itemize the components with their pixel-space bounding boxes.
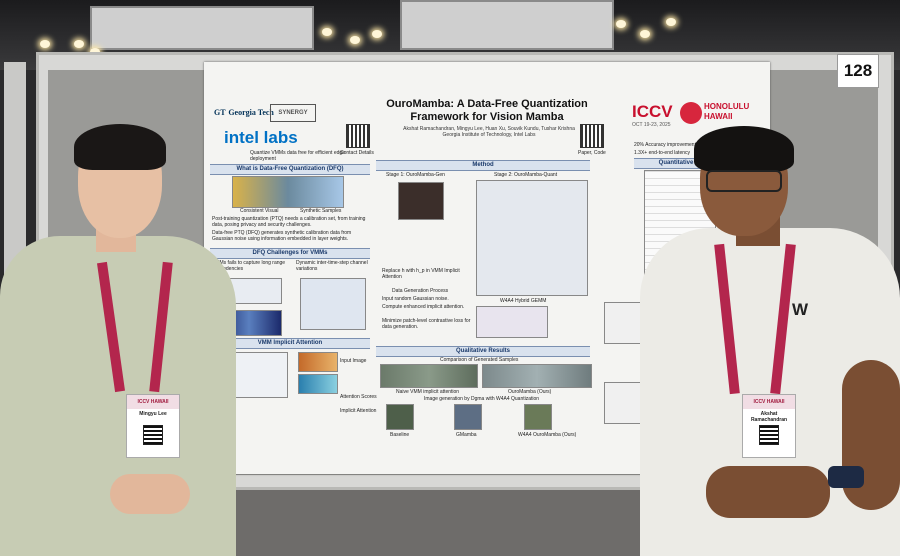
name-badge-left: ICCV HAWAII Mingyu Lee (126, 394, 180, 458)
badge-qr-code (143, 425, 163, 445)
conference-location: HONOLULU HAWAII (704, 102, 750, 121)
dfq-caption-left: Consistent Visual (240, 208, 279, 214)
wilson-shirt-logo: W (792, 300, 809, 319)
badge-event: ICCV HAWAII (127, 395, 179, 409)
gen-sample-w4a4 (524, 404, 552, 430)
dfq-bullet-1: Post-training quantization (PTQ) needs a… (212, 216, 366, 228)
dfq-bullet-2: Data-free PTQ (DFQ) generates synthetic … (212, 230, 352, 242)
stage2-title: Stage 2: OuroMamba-Quant (494, 172, 558, 178)
label-input-image: Input Image (340, 358, 367, 364)
ceiling-panel (90, 6, 314, 50)
ceiling-light (74, 40, 84, 48)
ceiling-panel (400, 0, 614, 50)
gemm-title: W4A4 Hybrid GEMM (500, 298, 547, 304)
stage1-bullet: Replace h with h_p in VMM Implicit Atten… (382, 268, 460, 280)
challenge-chart-right (300, 278, 366, 330)
caption-w4a4: W4A4 OuroMamba (Ours) (518, 432, 577, 438)
results-naive-strip (380, 364, 478, 388)
poster-title: OuroMamba: A Data-Free Quantization Fram… (386, 98, 588, 123)
contact-qr-code (346, 124, 370, 148)
booth-number: 128 (837, 54, 879, 88)
section-results: Qualitative Results (376, 346, 590, 357)
hibiscus-flower-icon (680, 102, 702, 124)
gen-sample-baseline (386, 404, 414, 430)
attention-input-image (298, 352, 338, 372)
caption-baseline: Baseline (390, 432, 410, 438)
author-names: Akshat Ramachandran, Mingyu Lee, Huan Xu… (403, 126, 575, 132)
section-quantitative: Quantitative (634, 158, 718, 169)
georgia-tech-logo: GT Georgia Tech (214, 106, 274, 118)
datagen-bullet-2: Compute enhanced implicit attention. (382, 304, 465, 310)
presenter-right-hair (694, 126, 794, 172)
ceiling-light (322, 28, 332, 36)
presenter-left-hair (74, 124, 166, 170)
gemm-diagram (476, 306, 548, 338)
section-dfq: What is Data-Free Quantization (DFQ) (210, 164, 370, 175)
challenge-2: Dynamic inter-time-step channel variatio… (296, 260, 368, 272)
presenter-left-hands (110, 474, 190, 514)
attention-scores-image (298, 374, 338, 394)
dfq-caption-right: Synthetic Samples (300, 208, 342, 214)
badge-name: Mingyu Lee (139, 411, 167, 417)
stage2-diagram (476, 180, 588, 296)
results-comparison-caption: Comparison of Generated Samples (440, 357, 519, 363)
results-ours-strip (482, 364, 592, 388)
ceiling-light (350, 36, 360, 44)
iccv-logo: ICCV (632, 102, 673, 121)
ceiling-light (40, 40, 50, 48)
gt-name: Georgia Tech (228, 108, 274, 117)
ceiling-light (616, 20, 626, 28)
eyeglasses (706, 170, 782, 192)
ceiling-light (640, 30, 650, 38)
poster-tagline: Quantize VMMs data free for efficient ed… (250, 150, 345, 162)
quant-bar-chart (604, 302, 646, 344)
label-implicit-attention: Implicit Attention (340, 408, 377, 414)
result-accuracy: 20% Accuracy improvement (634, 142, 696, 148)
caption-image-gen: Image generation by Dgma with W4A4 Quant… (424, 396, 540, 402)
badge-event: ICCV HAWAII (743, 395, 795, 409)
gen-sample-gmamba (454, 404, 482, 430)
datagen-bullet-3: Minimize patch-level contrastive loss fo… (382, 318, 471, 330)
paper-qr-label: Paper, Code (578, 150, 606, 156)
datagen-bullet-1: Input random Gaussian noise. (382, 296, 449, 302)
author-affiliation: Georgia Institute of Technology, Intel L… (442, 132, 536, 138)
gt-mark: GT (214, 108, 226, 117)
ceiling-light (666, 18, 676, 26)
challenge-1: VMMs fails to capture long range depende… (212, 260, 286, 272)
smartwatch (828, 466, 864, 488)
paper-qr-code (580, 124, 604, 148)
section-attention: VMM Implicit Attention (210, 338, 370, 349)
datagen-title: Data Generation Process (392, 288, 449, 294)
result-speed: 1.3X+ end-to-end latency (634, 150, 691, 156)
stage1-title: Stage 1: OuroMamba-Gen (386, 172, 445, 178)
section-method: Method (376, 160, 590, 171)
caption-ours: OuroMamba (Ours) (508, 389, 552, 395)
name-badge-right: ICCV HAWAII Akshat Ramachandran (742, 394, 796, 458)
poster-authors: Akshat Ramachandran, Mingyu Lee, Huan Xu… (354, 126, 624, 138)
conference-dates: OCT 19-23, 2025 (632, 122, 671, 128)
ceiling-light (372, 30, 382, 38)
contact-qr-label: Contact Details (340, 150, 374, 156)
stage1-diagram (398, 182, 444, 220)
presenter-right-hands (706, 466, 830, 518)
dfq-illustration (232, 176, 344, 208)
badge-name: Akshat Ramachandran (750, 411, 788, 423)
badge-qr-code (759, 425, 779, 445)
caption-naive: Naive VMM implicit attention (396, 389, 460, 395)
label-attention-scores: Attention Scores (340, 394, 377, 400)
synergy-logo: SYNERGY (270, 104, 316, 122)
section-challenges: DFQ Challenges for VMMs (210, 248, 370, 259)
caption-gmamba: GMamba (456, 432, 477, 438)
intel-labs-logo: intel labs (224, 128, 298, 147)
